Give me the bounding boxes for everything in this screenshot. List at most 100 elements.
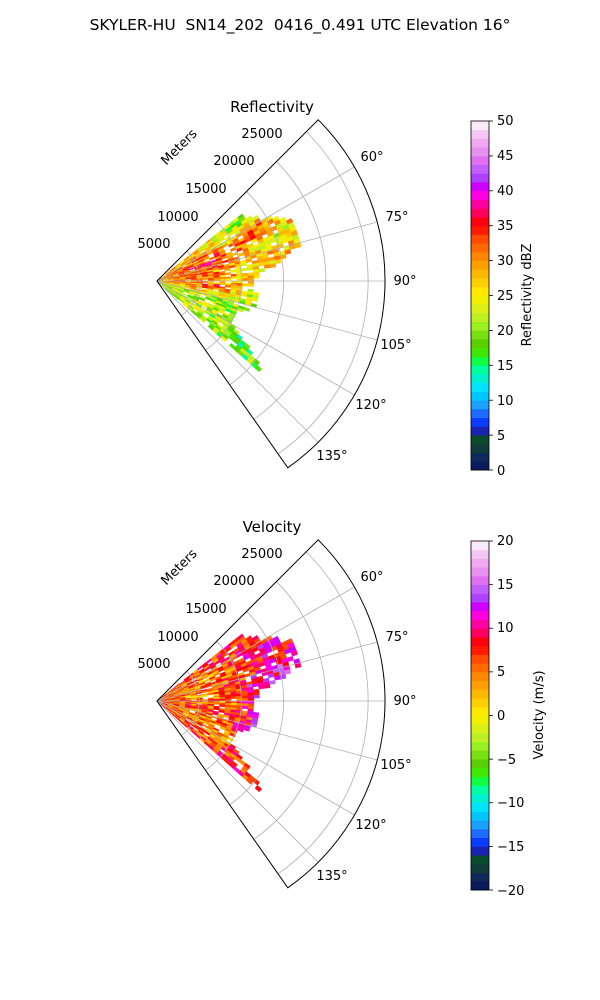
colorbar-segment <box>471 295 489 305</box>
colorbar-segment <box>471 374 489 384</box>
range-ring <box>253 161 327 420</box>
azimuth-tick: 135° <box>316 449 347 464</box>
colorbar-tick: −5 <box>497 753 516 768</box>
radial-tick: 15000 <box>185 602 226 617</box>
azimuth-spoke <box>156 586 355 702</box>
field-cell <box>247 275 255 279</box>
colorbar-tick: 25 <box>497 289 514 304</box>
colorbar-segment <box>471 671 489 681</box>
range-ring <box>229 611 285 806</box>
colorbar-tick: 20 <box>497 534 514 549</box>
azimuth-tick: 135° <box>316 869 347 884</box>
field-cell <box>219 704 226 708</box>
field-cell <box>247 280 255 285</box>
field-cell <box>247 272 254 276</box>
colorbar-segment <box>471 443 489 453</box>
colorbar-tick: 50 <box>497 114 514 129</box>
field-cell <box>224 272 232 276</box>
field-cell <box>224 284 232 288</box>
colorbar-segment <box>471 619 489 629</box>
colorbar-segment <box>471 846 489 856</box>
colorbar-segment <box>471 251 489 261</box>
colorbar-segment <box>471 567 489 577</box>
field-cell <box>286 655 294 663</box>
azimuth-tick: 120° <box>355 398 386 413</box>
colorbar-segment <box>471 330 489 340</box>
colorbar-segment <box>471 794 489 804</box>
colorbar-segment <box>471 750 489 760</box>
field-cell <box>190 698 198 701</box>
colorbar-label: Velocity (m/s) <box>532 670 547 759</box>
colorbar-segment <box>471 837 489 847</box>
field-cell <box>258 268 266 273</box>
field-cell <box>247 692 254 696</box>
field-cell <box>209 255 216 261</box>
colorbar-segment <box>471 426 489 436</box>
colorbar-segment <box>471 575 489 586</box>
field-cell <box>240 293 248 298</box>
azimuth-tick: 75° <box>385 210 408 225</box>
colorbar-segment <box>471 654 489 664</box>
colorbar-segment <box>471 435 489 445</box>
colorbar-segment <box>471 541 489 551</box>
figure-title: SKYLER-HU SN14_202 0416_0.491 UTC Elevat… <box>89 16 511 34</box>
colorbar-segment <box>471 732 489 743</box>
field-cell <box>269 679 276 685</box>
field-cell <box>269 263 277 269</box>
field-cell <box>173 295 180 301</box>
colorbar-segment <box>471 689 489 699</box>
colorbar-segment <box>471 182 489 192</box>
field-cell <box>230 276 238 280</box>
azimuth-spoke <box>156 641 378 702</box>
azimuth-tick-labels: 60° 75° 90° 105° 120° 135° <box>316 150 416 464</box>
colorbar-segment <box>471 190 489 200</box>
colorbar-segment <box>471 452 489 462</box>
colorbar-segment <box>471 382 489 392</box>
azimuth-tick: 120° <box>355 818 386 833</box>
radial-tick: 5000 <box>137 237 170 252</box>
azimuth-spoke <box>156 166 355 282</box>
colorbar-segment <box>471 663 489 673</box>
azimuth-spoke <box>156 221 378 282</box>
field-cell <box>247 697 255 702</box>
colorbar-segment <box>471 759 489 769</box>
sector-boundary <box>156 539 386 889</box>
field-cell <box>242 700 249 704</box>
range-ring <box>277 131 369 455</box>
field-cell <box>263 684 271 689</box>
field-cell <box>243 726 251 732</box>
colorbar-segment <box>471 785 489 795</box>
field-cell <box>243 306 251 312</box>
panel-title: Velocity <box>243 518 302 536</box>
field-cell <box>237 307 244 313</box>
colorbar-segment <box>471 872 489 882</box>
colorbar-segment <box>471 138 489 148</box>
field-cell <box>237 252 245 257</box>
colorbar-segment <box>471 715 489 725</box>
colorbar-tick: 20 <box>497 324 514 339</box>
field-cell <box>220 335 228 342</box>
field-cell <box>213 277 220 280</box>
range-ring <box>180 250 200 316</box>
colorbar-segment <box>471 549 489 559</box>
colorbar-tick: 35 <box>497 219 514 234</box>
azimuth-spoke <box>156 280 319 443</box>
azimuth-tick: 105° <box>380 758 411 773</box>
colorbar-segment <box>471 260 489 270</box>
field-cell <box>237 727 244 733</box>
colorbar-segment <box>471 863 489 873</box>
azimuth-tick: 75° <box>385 630 408 645</box>
reflectivity-field <box>157 213 302 373</box>
azimuth-spoke <box>156 280 378 341</box>
field-cell <box>258 685 265 690</box>
field-cell <box>242 278 249 282</box>
field-cell <box>254 365 263 373</box>
colorbar-segment <box>471 208 489 218</box>
radial-tick: 5000 <box>137 657 170 672</box>
colorbar-segment <box>471 199 489 209</box>
field-cell <box>219 282 226 286</box>
azimuth-spoke <box>156 700 378 761</box>
azimuth-spoke <box>156 700 319 863</box>
azimuth-tick: 60° <box>360 570 383 585</box>
field-cell <box>284 249 292 255</box>
